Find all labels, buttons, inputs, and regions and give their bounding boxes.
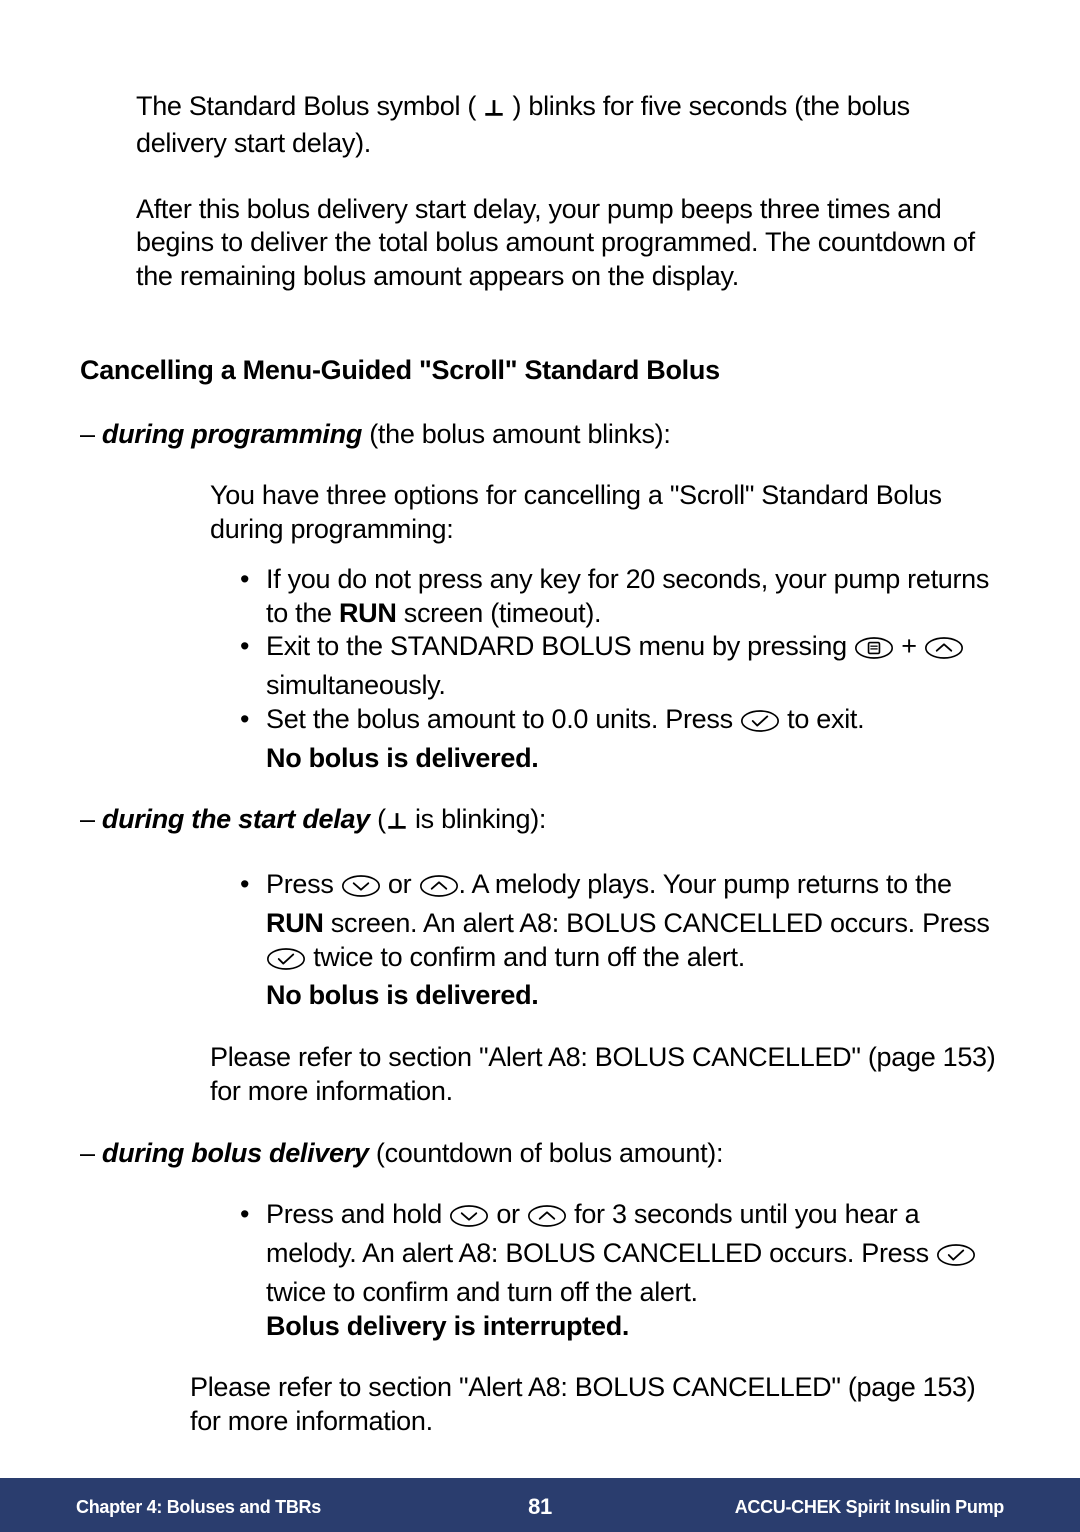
- dash: –: [80, 1138, 102, 1168]
- no-bolus-text: No bolus is delivered.: [266, 980, 538, 1010]
- text: or: [489, 1199, 527, 1229]
- label: during programming: [102, 419, 362, 449]
- list-item: If you do not press any key for 20 secon…: [240, 563, 1000, 631]
- text: Press and hold: [266, 1199, 449, 1229]
- text: Exit to the STANDARD BOLUS menu by press…: [266, 631, 854, 661]
- sec1-intro: You have three options for cancelling a …: [80, 479, 1000, 547]
- sec1-bullets: If you do not press any key for 20 secon…: [80, 563, 1000, 776]
- text: twice to confirm and turn off the alert.: [266, 1277, 698, 1307]
- text: . A melody plays. Your pump returns to t…: [459, 869, 952, 899]
- no-bolus-text: No bolus is delivered.: [266, 743, 538, 773]
- chapter-label: Chapter 4: Boluses and TBRs: [76, 1497, 321, 1517]
- text: Press: [266, 869, 341, 899]
- page-number: 81: [528, 1494, 552, 1520]
- product-label: ACCU-CHEK Spirit Insulin Pump: [735, 1497, 1004, 1517]
- run-label: RUN: [339, 598, 397, 628]
- down-button-icon: [341, 873, 381, 907]
- delivery-interrupted-text: Bolus delivery is interrupted.: [266, 1311, 629, 1341]
- list-item: Press or . A melody plays. Your pump ret…: [240, 868, 1000, 1013]
- text: screen. An alert A8: BOLUS CANCELLED occ…: [324, 908, 990, 938]
- label: during bolus delivery: [102, 1138, 369, 1168]
- menu-button-icon: [854, 635, 894, 669]
- list-item: Exit to the STANDARD BOLUS menu by press…: [240, 630, 1000, 703]
- dash: –: [80, 804, 102, 834]
- check-button-icon: [740, 708, 780, 742]
- paragraph-after-delay: After this bolus delivery start delay, y…: [80, 193, 1000, 294]
- text: is blinking):: [408, 804, 546, 834]
- list-item: Set the bolus amount to 0.0 units. Press…: [240, 703, 1000, 776]
- dash: –: [80, 419, 102, 449]
- subsection-during-bolus-delivery: – during bolus delivery (countdown of bo…: [80, 1137, 1000, 1171]
- sec2-bullets: Press or . A melody plays. Your pump ret…: [80, 868, 1000, 1013]
- sec3-reference: Please refer to section "Alert A8: BOLUS…: [80, 1371, 1000, 1439]
- sec2-reference: Please refer to section "Alert A8: BOLUS…: [80, 1041, 1000, 1109]
- page-content: The Standard Bolus symbol ( ) blinks for…: [0, 0, 1080, 1459]
- text: screen (timeout).: [397, 598, 602, 628]
- up-button-icon: [527, 1203, 567, 1237]
- text: +: [894, 631, 924, 661]
- page-footer: Chapter 4: Boluses and TBRs 81 ACCU-CHEK…: [0, 1482, 1080, 1532]
- tail: (the bolus amount blinks):: [362, 419, 671, 449]
- section-heading-cancelling: Cancelling a Menu-Guided "Scroll" Standa…: [80, 354, 1000, 388]
- text: to exit.: [780, 704, 864, 734]
- text: Set the bolus amount to 0.0 units. Press: [266, 704, 740, 734]
- down-button-icon: [449, 1203, 489, 1237]
- text: The Standard Bolus symbol (: [136, 91, 476, 121]
- text: twice to confirm and turn off the alert.: [306, 942, 745, 972]
- footer-right: ACCU-CHEK Spirit Insulin Pump: [552, 1497, 1004, 1518]
- tail: (countdown of bolus amount):: [369, 1138, 724, 1168]
- text: (: [370, 804, 386, 834]
- up-button-icon: [419, 873, 459, 907]
- list-item: Press and hold or for 3 seconds until yo…: [240, 1198, 1000, 1343]
- subsection-during-start-delay: – during the start delay ( is blinking):: [80, 803, 1000, 840]
- sec3-bullets: Press and hold or for 3 seconds until yo…: [80, 1198, 1000, 1343]
- bolus-symbol-icon: [386, 806, 408, 840]
- text: simultaneously.: [266, 670, 446, 700]
- subsection-during-programming: – during programming (the bolus amount b…: [80, 418, 1000, 452]
- run-label: RUN: [266, 908, 324, 938]
- label: during the start delay: [102, 804, 370, 834]
- text: or: [381, 869, 419, 899]
- footer-left: Chapter 4: Boluses and TBRs: [76, 1497, 528, 1518]
- paragraph-bolus-symbol: The Standard Bolus symbol ( ) blinks for…: [80, 90, 1000, 161]
- up-button-icon: [924, 635, 964, 669]
- bolus-symbol-icon: [483, 93, 505, 127]
- check-button-icon: [266, 946, 306, 980]
- check-button-icon: [936, 1242, 976, 1276]
